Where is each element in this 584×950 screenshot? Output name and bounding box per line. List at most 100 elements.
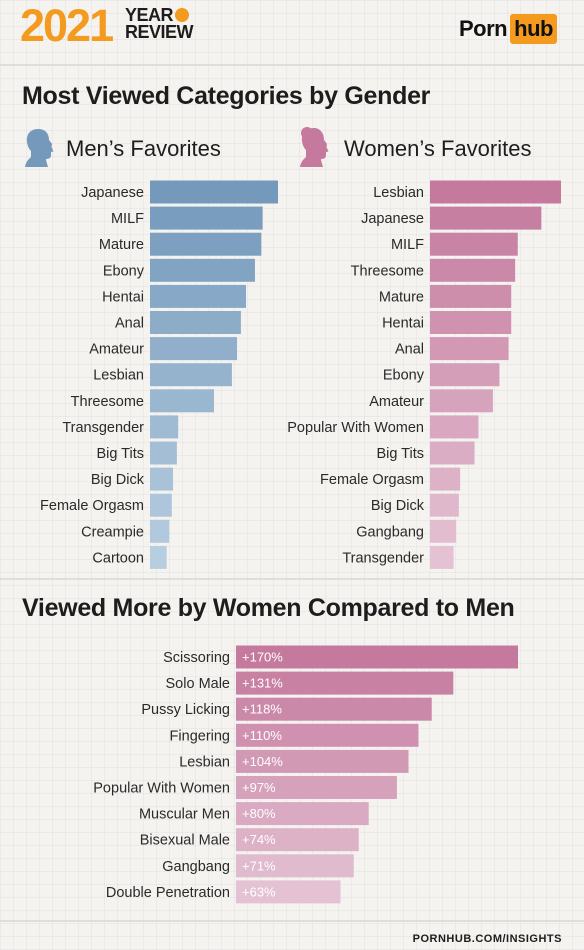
bar	[236, 697, 432, 721]
value-label: +170%	[242, 650, 283, 665]
bar	[236, 776, 397, 799]
category-label: MILF	[111, 211, 144, 227]
year-title: 2021	[20, 0, 114, 51]
category-label: Threesome	[351, 263, 424, 279]
bar	[430, 232, 518, 256]
bar	[150, 180, 278, 204]
year-subtitle-top: YEAR	[125, 5, 174, 25]
category-label: Lesbian	[179, 754, 230, 770]
bar	[236, 749, 409, 773]
category-label: Double Penetration	[106, 885, 230, 901]
value-label: +80%	[242, 806, 276, 821]
category-label: Hentai	[382, 316, 424, 332]
value-label: +118%	[242, 702, 282, 717]
bar	[150, 337, 238, 361]
divider	[0, 64, 584, 66]
bar	[150, 545, 167, 569]
category-label: Muscular Men	[139, 807, 230, 823]
category-label: Gangbang	[162, 859, 230, 875]
bar	[236, 828, 359, 852]
section1-title: Most Viewed Categories by Gender	[22, 82, 431, 110]
category-label: Creampie	[81, 524, 144, 540]
bar	[236, 854, 354, 878]
category-label: Bisexual Male	[140, 833, 230, 849]
bar	[150, 284, 246, 308]
category-label: Big Dick	[371, 498, 425, 514]
bar	[236, 802, 369, 826]
men-heading: Men’s Favorites	[66, 136, 221, 161]
bar	[150, 441, 177, 465]
logo-left-text: Porn	[459, 16, 508, 41]
value-label: +131%	[242, 676, 283, 691]
bar	[150, 363, 232, 387]
category-label: Ebony	[103, 263, 145, 279]
category-label: MILF	[391, 237, 424, 253]
category-label: Amateur	[89, 342, 144, 358]
value-label: +71%	[242, 858, 276, 873]
category-label: Mature	[379, 289, 424, 305]
bar	[150, 467, 174, 491]
category-label: Anal	[395, 342, 424, 358]
value-label: +97%	[242, 780, 276, 795]
bar	[430, 206, 542, 230]
bar	[150, 493, 172, 517]
category-label: Hentai	[102, 289, 144, 305]
bar	[430, 519, 457, 543]
category-label: Female Orgasm	[40, 498, 144, 514]
category-label: Mature	[99, 237, 144, 253]
category-label: Lesbian	[373, 185, 424, 201]
value-label: +104%	[242, 754, 283, 769]
category-label: Big Tits	[96, 446, 144, 462]
bar	[430, 493, 459, 517]
category-label: Cartoon	[92, 550, 144, 566]
brand-logo: Porn hub	[459, 14, 557, 44]
value-label: +74%	[242, 832, 276, 847]
bar	[430, 415, 479, 439]
category-label: Big Tits	[376, 446, 424, 462]
category-label: Japanese	[81, 185, 144, 201]
bar	[150, 415, 179, 439]
bar	[430, 363, 500, 387]
male-profile-icon	[25, 129, 54, 167]
bar	[150, 519, 170, 543]
bar	[430, 258, 516, 282]
category-label: Lesbian	[93, 368, 144, 384]
bar	[150, 258, 255, 282]
category-label: Pussy Licking	[141, 702, 230, 718]
header: 2021 YEAR REVIEW Porn hub	[0, 0, 584, 60]
bar	[150, 311, 241, 334]
category-label: Gangbang	[356, 524, 424, 540]
category-label: Transgender	[342, 550, 424, 566]
bar	[430, 337, 509, 361]
bar	[236, 723, 419, 747]
play-icon	[175, 8, 190, 22]
value-label: +110%	[242, 728, 282, 743]
women-heading: Women’s Favorites	[344, 136, 532, 161]
bar	[236, 880, 341, 904]
category-label: Scissoring	[163, 650, 230, 666]
category-label: Big Dick	[91, 472, 145, 488]
bar	[430, 180, 561, 204]
bar	[430, 311, 512, 334]
category-label: Female Orgasm	[320, 472, 424, 488]
category-label: Ebony	[383, 368, 425, 384]
logo-right-text: hub	[510, 14, 557, 44]
bar	[430, 467, 461, 491]
year-subtitle: YEAR REVIEW	[125, 5, 194, 42]
year-subtitle-bottom: REVIEW	[125, 22, 194, 42]
bar	[430, 441, 475, 465]
category-label: Popular With Women	[287, 420, 424, 436]
divider	[0, 920, 584, 922]
value-label: +63%	[242, 884, 276, 899]
bar	[150, 232, 262, 256]
bar	[236, 645, 518, 669]
bar	[236, 671, 454, 695]
bar	[430, 389, 493, 413]
section2-title: Viewed More by Women Compared to Men	[22, 594, 515, 622]
category-label: Threesome	[71, 394, 144, 410]
female-profile-icon	[300, 127, 329, 167]
bar	[150, 206, 263, 230]
